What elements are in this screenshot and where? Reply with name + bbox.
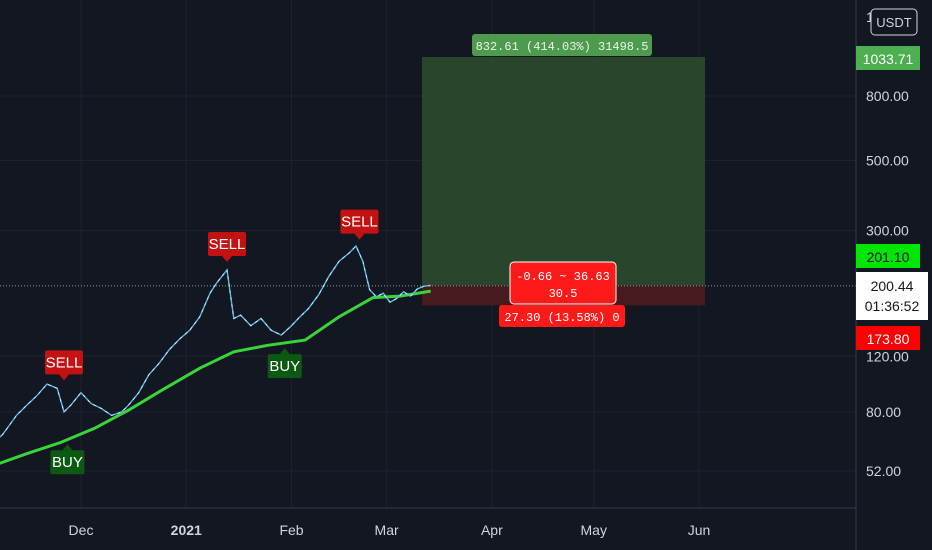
center-label-line1: -0.66 ~ 36.63	[516, 270, 610, 284]
signal-box	[208, 232, 247, 257]
signal-pointer	[62, 444, 73, 451]
sell-signal: SELL	[340, 209, 379, 240]
signal-pointer	[354, 233, 365, 240]
sell-signal: SELL	[45, 350, 84, 381]
profit-zone[interactable]	[422, 57, 705, 286]
y-tick-partial: 1	[866, 9, 874, 25]
signal-label: SELL	[341, 214, 378, 231]
countdown-text: 01:36:52	[865, 298, 920, 314]
x-tick-label: Mar	[375, 522, 399, 538]
signal-pointer	[59, 374, 70, 381]
signal-box	[267, 354, 302, 379]
center-label-line2: 30.5	[549, 287, 578, 301]
y-tick-label: 500.00	[866, 152, 909, 168]
x-tick-label: Jun	[688, 522, 711, 538]
center-label[interactable]: -0.66 ~ 36.63 30.5	[509, 261, 617, 305]
y-tick-label: 800.00	[866, 88, 909, 104]
signal-label: SELL	[46, 354, 83, 371]
y-tick-label: 300.00	[866, 223, 909, 239]
buy-signal: BUY	[50, 444, 85, 475]
signal-pointer	[222, 256, 233, 263]
stop-price-text: 173.80	[867, 331, 910, 347]
sell-signal: SELL	[208, 232, 247, 263]
currency-label: USDT	[876, 15, 911, 30]
target-price-text: 1033.71	[863, 51, 914, 67]
loss-label[interactable]: 27.30 (13.58%) 0	[499, 305, 625, 327]
x-tick-label: Feb	[279, 522, 303, 538]
signal-pointer	[279, 348, 290, 355]
current-price-tag: 200.44 01:36:52	[856, 272, 928, 320]
y-tick-label: 52.00	[866, 463, 901, 479]
x-tick-label: May	[581, 522, 607, 538]
ma-layer	[0, 289, 431, 465]
currency-button[interactable]: USDT	[870, 8, 918, 36]
buy-signal: BUY	[267, 348, 302, 379]
signal-label: BUY	[52, 454, 83, 471]
signal-box	[45, 350, 84, 375]
moving-average-line	[0, 289, 431, 465]
y-tick-label: 80.00	[866, 404, 901, 420]
profit-label[interactable]: 832.61 (414.03%) 31498.5	[472, 34, 652, 56]
y-axis-labels: 800.00 500.00 300.00 120.00 80.00 52.00	[866, 88, 909, 479]
signals: SELL BUY SELL BUY SELL	[45, 209, 379, 475]
profit-label-text: 832.61 (414.03%) 31498.5	[476, 40, 649, 54]
entry-price-tag: 201.10	[856, 244, 920, 268]
stop-price-tag: 173.80	[856, 326, 920, 350]
entry-price-text: 201.10	[867, 249, 910, 265]
loss-label-text: 27.30 (13.58%) 0	[504, 311, 619, 325]
signal-box	[340, 209, 379, 234]
current-price-text: 200.44	[871, 278, 914, 294]
y-tick-label: 120.00	[866, 348, 909, 364]
signal-box	[50, 450, 85, 475]
signal-label: SELL	[209, 236, 246, 253]
x-axis-labels: Dec 2021 Feb Mar Apr May Jun	[69, 522, 711, 538]
x-tick-label: 2021	[171, 522, 202, 538]
price-series-line	[0, 244, 431, 438]
price-layer	[0, 244, 431, 438]
x-tick-label: Apr	[481, 522, 503, 538]
signal-label: BUY	[269, 358, 300, 375]
x-tick-label: Dec	[69, 522, 94, 538]
target-price-tag: 1033.71	[856, 46, 920, 70]
